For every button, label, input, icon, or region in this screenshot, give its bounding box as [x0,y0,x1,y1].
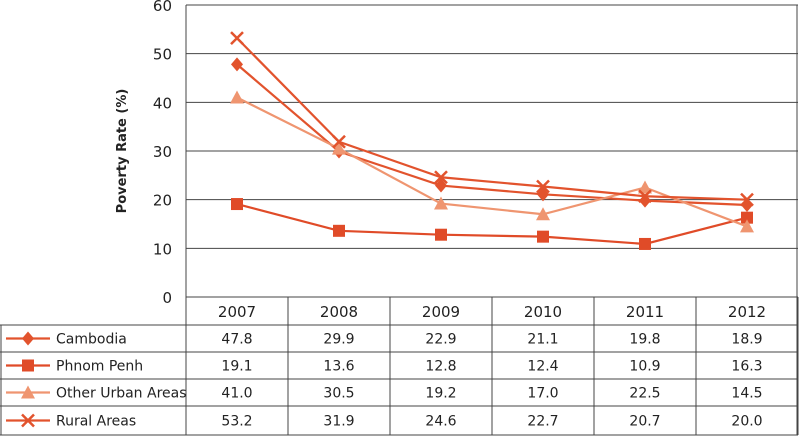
data-table-value: 17.0 [527,386,558,402]
data-table-value: 21.1 [527,332,558,348]
data-table-value: 16.3 [731,359,762,375]
data-table-value: 31.9 [323,414,354,430]
y-tick-label: 0 [162,289,172,307]
legend-label: Other Urban Areas [56,386,187,402]
x-category-label: 2011 [626,303,664,321]
triangle-marker [332,141,346,155]
triangle-marker [230,90,244,104]
diamond-marker [435,178,447,193]
y-tick-label: 10 [153,240,172,258]
legend-label: Phnom Penh [56,359,143,375]
square-marker [537,230,549,243]
data-table-value: 47.8 [221,332,252,348]
data-table-value: 10.9 [629,359,660,375]
triangle-marker [434,196,448,210]
data-table-value: 19.8 [629,332,660,348]
series-line [236,202,748,246]
x-marker [21,413,35,428]
x-marker [536,179,550,194]
x-marker [332,134,346,149]
data-table-value: 13.6 [323,359,354,375]
data-table-value: 53.2 [221,414,252,430]
legend-label: Rural Areas [56,414,136,430]
legend-marker [21,413,35,428]
data-table-value: 22.9 [425,332,456,348]
square-marker [435,228,447,241]
series-line [236,96,748,228]
series-phnom-penh [231,198,753,250]
data-table-value: 22.5 [629,386,660,402]
data-table-value: 18.9 [731,332,762,348]
data-table-value: 20.7 [629,414,660,430]
data-table-value: 24.6 [425,414,456,430]
series-line [236,63,748,207]
triangle-marker [740,219,754,233]
x-category-label: 2007 [218,303,256,321]
triangle-marker [536,207,550,221]
legend-marker [22,359,34,372]
data-table-value: 22.7 [527,414,558,430]
data-table-value: 19.2 [425,386,456,402]
y-tick-label: 30 [153,143,172,161]
x-marker [638,189,652,204]
series-rural-areas [230,31,754,207]
data-table-value: 19.1 [221,359,252,375]
data-table-value: 14.5 [731,386,762,402]
x-category-label: 2008 [320,303,358,321]
square-marker [639,237,651,250]
series-line [236,37,748,201]
diamond-marker [22,331,34,346]
y-tick-label: 60 [153,0,172,15]
series-other-urban-areas [230,90,754,233]
square-marker [231,198,243,211]
triangle-marker [638,180,652,194]
x-category-label: 2012 [728,303,766,321]
data-table-value: 12.8 [425,359,456,375]
y-axis-label: Poverty Rate (%) [115,89,130,214]
legend-marker [21,385,35,399]
diamond-marker [231,57,243,72]
square-marker [741,211,753,224]
data-table-value: 41.0 [221,386,252,402]
data-table-value: 29.9 [323,332,354,348]
y-tick-label: 40 [153,94,172,112]
square-marker [22,359,34,372]
legend-marker [22,331,34,346]
y-tick-label: 20 [153,192,172,210]
y-tick-label: 50 [153,46,172,64]
x-marker [434,170,448,185]
triangle-marker [21,385,35,399]
data-table-value: 30.5 [323,386,354,402]
x-category-label: 2009 [422,303,460,321]
data-table-value: 12.4 [527,359,558,375]
x-category-label: 2010 [524,303,562,321]
square-marker [333,224,345,237]
x-marker [740,192,754,207]
data-table-value: 20.0 [731,414,762,430]
x-marker [230,31,244,45]
legend-label: Cambodia [56,332,127,348]
